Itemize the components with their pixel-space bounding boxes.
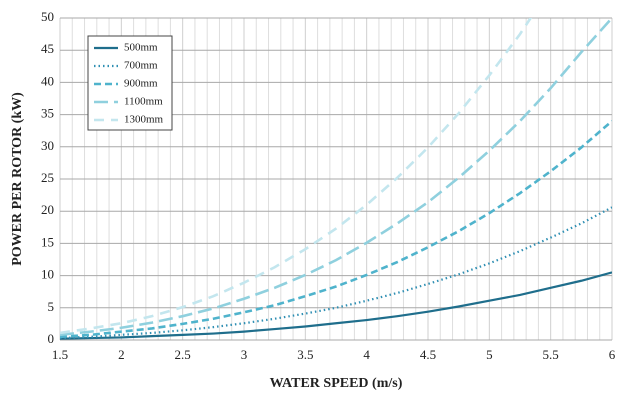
legend-box — [87, 35, 173, 131]
legend-label: 1100mm — [124, 96, 163, 108]
x-tick-label: 5.5 — [543, 347, 559, 362]
labels: 1.5 2 2.5 3 3.5 4 4.5 5 5.5 6 0 5 10 15 20 25 30 35 40 45 50 — [41, 9, 616, 362]
x-tick-label: 3.5 — [297, 347, 313, 362]
plot-lines — [60, 18, 612, 340]
y-tick-label: 15 — [41, 234, 54, 249]
series-line — [60, 120, 612, 339]
y-tick-label: 40 — [41, 73, 54, 88]
y-tick-label: 10 — [41, 267, 54, 282]
legend-label: 900mm — [124, 78, 158, 90]
y-tick-label: 25 — [41, 170, 54, 185]
x-tick-label: 4.5 — [420, 347, 436, 362]
x-axis-title: WATER SPEED (m/s) — [270, 376, 403, 391]
legend-label: 1300mm — [124, 114, 164, 126]
x-tick-label: 3 — [241, 347, 248, 362]
x-tick-label: 6 — [609, 347, 616, 362]
series-line — [60, 18, 533, 335]
y-axis-title: POWER PER ROTOR (kW) — [10, 92, 25, 266]
legend-label: 700mm — [124, 60, 158, 72]
legend-label: 500mm — [124, 42, 158, 54]
series-line — [60, 271, 612, 340]
y-tick-label: 5 — [48, 299, 55, 314]
y-tick-label: 0 — [48, 331, 55, 346]
y-tick-label: 35 — [41, 106, 54, 121]
series-line — [60, 206, 612, 340]
x-tick-label: 1.5 — [52, 347, 68, 362]
y-tick-label: 30 — [41, 138, 54, 153]
y-tick-label: 50 — [41, 9, 54, 24]
x-tick-label: 4 — [363, 347, 370, 362]
y-tick-label: 20 — [41, 202, 54, 217]
x-tick-label: 2 — [118, 347, 125, 362]
y-tick-label: 45 — [41, 41, 54, 56]
legend: 500mm 700mm 900mm 1100mm 1300mm — [87, 35, 173, 131]
x-tick-label: 5 — [486, 347, 493, 362]
series-line — [60, 18, 612, 337]
x-tick-label: 2.5 — [175, 347, 191, 362]
